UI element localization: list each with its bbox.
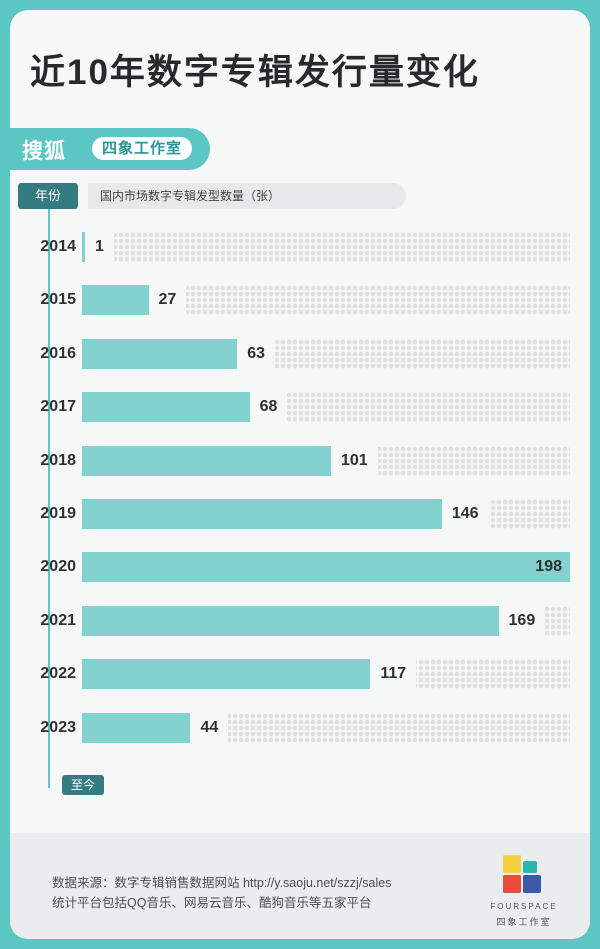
value-label: 68 <box>259 398 278 416</box>
value-label: 198 <box>535 558 562 576</box>
value-label-box: 146 <box>441 499 489 529</box>
platform-note: 统计平台包括QQ音乐、网易云音乐、酷狗音乐等五家平台 <box>52 896 372 910</box>
year-label: 2014 <box>40 238 76 255</box>
value-label-box: 169 <box>498 605 546 636</box>
bar-row: 2017 68 <box>10 392 590 423</box>
value-bar <box>82 659 371 690</box>
logo-tile <box>523 861 537 873</box>
page-title: 近10年数字专辑发行量变化 <box>30 53 480 92</box>
value-label: 27 <box>158 291 177 309</box>
brand-name: 搜狐 <box>22 140 66 163</box>
footer-text: 数据来源：数字专辑销售数据网站 http://y.saoju.net/szzj/… <box>52 873 391 913</box>
value-bar <box>82 392 250 423</box>
source-line: 数据来源：数字专辑销售数据网站 http://y.saoju.net/szzj/… <box>52 876 392 890</box>
foursapce-logo: FOURSPACE 四象工作室 <box>476 853 572 933</box>
year-label: 2023 <box>40 718 76 736</box>
value-label-box: 68 <box>249 392 288 423</box>
logo-tile <box>523 875 541 893</box>
puzzle-logo-icon <box>503 855 541 893</box>
year-label: 2020 <box>40 558 76 576</box>
year-label: 2016 <box>40 344 76 362</box>
bar-row: 2020 198 <box>10 552 590 583</box>
value-label: 117 <box>380 665 407 683</box>
value-label-box: 101 <box>330 445 378 476</box>
value-label: 169 <box>508 611 536 629</box>
bar-row: 2014 1 <box>10 232 590 262</box>
year-column-header: 年份 <box>18 183 78 209</box>
axis-line <box>48 206 50 788</box>
value-bar <box>82 712 191 743</box>
value-label-box: 63 <box>237 338 276 369</box>
bar-row: 2015 27 <box>10 285 590 316</box>
value-bar <box>82 338 238 369</box>
logo-tile <box>503 855 521 873</box>
bar-row: 2021 169 <box>10 605 590 636</box>
value-bar <box>82 552 570 583</box>
value-bar <box>82 605 499 636</box>
year-label: 2022 <box>40 665 76 683</box>
value-bar <box>82 499 442 529</box>
year-label: 2021 <box>40 611 76 629</box>
brand-bar: 搜狐 四象工作室 <box>10 128 210 170</box>
value-label-box: 27 <box>148 285 187 316</box>
bar-row: 2016 63 <box>10 338 590 369</box>
value-label: 146 <box>451 505 479 522</box>
logo-subtitle: 四象工作室 <box>496 917 552 927</box>
value-label-box: 117 <box>370 659 417 690</box>
brand-studio-badge: 四象工作室 <box>92 137 193 160</box>
footer: 数据来源：数字专辑销售数据网站 http://y.saoju.net/szzj/… <box>10 833 590 939</box>
value-bar <box>82 232 85 262</box>
content-card: 近10年数字专辑发行量变化 搜狐 四象工作室 年份 国内市场数字专辑发型数量（张… <box>10 10 590 939</box>
value-column-header: 国内市场数字专辑发型数量（张） <box>88 183 406 209</box>
bar-row: 2019 146 <box>10 499 590 529</box>
value-label-box: 44 <box>190 712 229 743</box>
year-label: 2018 <box>40 451 76 469</box>
value-label: 63 <box>247 344 266 362</box>
year-label: 2015 <box>40 291 76 309</box>
logo-wordmark: FOURSPACE <box>490 902 558 911</box>
bar-row: 2022 117 <box>10 659 590 690</box>
year-label: 2017 <box>40 398 76 416</box>
logo-tile <box>503 875 521 893</box>
value-bar <box>82 445 331 476</box>
value-label: 101 <box>340 451 368 469</box>
value-label: 44 <box>200 718 219 736</box>
value-bar <box>82 285 149 316</box>
value-label-box: 1 <box>85 232 114 262</box>
dot-track <box>82 232 570 262</box>
value-label: 1 <box>95 238 104 255</box>
end-tag: 至今 <box>62 775 104 795</box>
year-label: 2019 <box>40 505 76 522</box>
bar-row: 2018 101 <box>10 445 590 476</box>
bar-row: 2023 44 <box>10 712 590 743</box>
